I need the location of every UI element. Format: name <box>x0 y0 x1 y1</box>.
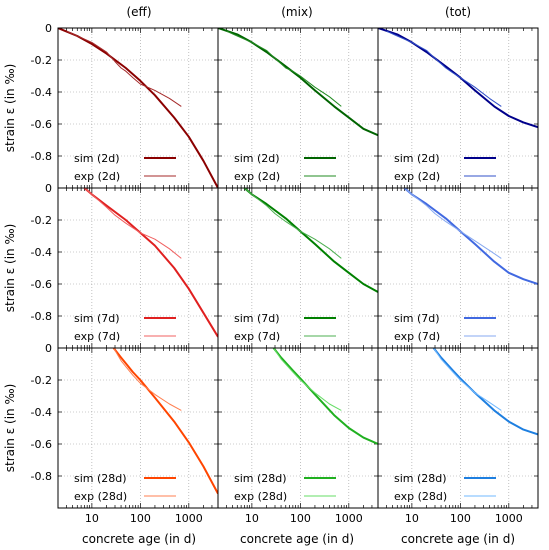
exp-series-line <box>386 30 502 107</box>
legend-label-exp: exp (2d) <box>74 170 120 183</box>
legend-label-exp: exp (28d) <box>74 490 127 503</box>
y-tick-label: -0.2 <box>31 214 52 227</box>
legend-label-exp: exp (28d) <box>234 490 287 503</box>
exp-series-line <box>244 188 342 259</box>
sim-series-line <box>83 188 218 338</box>
panel-frame <box>377 347 539 509</box>
exp-series-line <box>404 188 502 259</box>
panel-r2-c2: sim (7d) exp (7d) <box>217 187 379 349</box>
sim-series-line <box>243 188 378 293</box>
y-tick-label: 0 <box>45 182 52 195</box>
legend-label-exp: exp (7d) <box>234 330 280 343</box>
panel-r3-c1: 0 -0.2 -0.4 -0.6 -0.8 10 100 1000 sim (28d) exp (… <box>31 342 219 525</box>
column-title-tot: (tot) <box>445 5 471 19</box>
y-tick-label: -0.6 <box>31 438 52 451</box>
exp-series-line <box>226 30 342 107</box>
panel-r2-c1: 0 -0.2 -0.4 -0.6 -0.8 sim (7d) exp (7d) <box>31 182 219 349</box>
legend-label-sim: sim (2d) <box>394 152 440 165</box>
y-tick-label: -0.6 <box>31 118 52 131</box>
legend-label-exp: exp (2d) <box>394 170 440 183</box>
column-title-eff: (eff) <box>126 5 151 19</box>
legend-label-sim: sim (28d) <box>394 472 447 485</box>
sim-series-line <box>272 348 378 445</box>
legend-label-sim: sim (2d) <box>234 152 280 165</box>
y-tick-label: -0.4 <box>31 246 52 259</box>
x-tick-label: 10 <box>405 512 419 525</box>
y-tick-label: -0.6 <box>31 278 52 291</box>
x-tick-label: 1000 <box>335 512 363 525</box>
y-tick-label: 0 <box>45 342 52 355</box>
x-axis-label-col-3: concrete age (in d) <box>401 532 515 546</box>
y-tick-label: -0.4 <box>31 86 52 99</box>
legend-label-sim: sim (7d) <box>394 312 440 325</box>
x-tick-label: 100 <box>130 512 151 525</box>
y-tick-label: -0.8 <box>31 150 52 163</box>
legend-label-exp: exp (2d) <box>234 170 280 183</box>
exp-series-line <box>273 348 342 411</box>
y-tick-label: -0.4 <box>31 406 52 419</box>
x-tick-label: 10 <box>85 512 99 525</box>
x-axis-label-col-2: concrete age (in d) <box>240 532 354 546</box>
sim-series-line <box>58 28 218 188</box>
legend-label-sim: sim (7d) <box>234 312 280 325</box>
y-axis-label-row-1: strain ε (in ‰) <box>3 64 17 153</box>
panel-r1-c3: sim (2d) exp (2d) <box>377 27 539 189</box>
y-tick-label: -0.8 <box>31 310 52 323</box>
sim-series-line <box>112 348 218 495</box>
legend-label-exp: exp (7d) <box>394 330 440 343</box>
column-title-mix: (mix) <box>281 5 313 19</box>
sim-series-line <box>432 348 538 436</box>
legend-label-sim: sim (28d) <box>74 472 127 485</box>
panel-r1-c1: 0 -0.2 -0.4 -0.6 -0.8 sim (2d) exp (2d) <box>31 22 219 189</box>
sim-series-line <box>403 188 538 285</box>
panel-r3-c3: 10 100 1000 sim (28d) exp (28d) <box>377 347 539 525</box>
sim-series-line <box>378 28 538 129</box>
x-tick-label: 10 <box>245 512 259 525</box>
exp-series-line <box>433 348 502 411</box>
legend-label-sim: sim (28d) <box>234 472 287 485</box>
panel-r3-c2: 10 100 1000 sim (28d) exp (28d) <box>217 347 379 525</box>
legend-label-exp: exp (7d) <box>74 330 120 343</box>
y-axis-label-row-3: strain ε (in ‰) <box>3 384 17 473</box>
exp-series-line <box>84 188 182 259</box>
panel-r1-c2: sim (2d) exp (2d) <box>217 27 379 189</box>
x-tick-label: 1000 <box>495 512 523 525</box>
x-tick-label: 100 <box>290 512 311 525</box>
legend-label-exp: exp (28d) <box>394 490 447 503</box>
panel-r2-c3: sim (7d) exp (7d) <box>377 187 539 349</box>
y-tick-label: -0.2 <box>31 54 52 67</box>
exp-series-line <box>66 30 182 107</box>
y-axis-label-row-2: strain ε (in ‰) <box>3 224 17 313</box>
x-tick-label: 1000 <box>175 512 203 525</box>
panel-grid: 0-0.2-0.4-0.6-0.8 sim (2d)exp (2d)sim (2d… <box>31 22 539 525</box>
sim-series-line <box>218 28 378 137</box>
legend-label-sim: sim (7d) <box>74 312 120 325</box>
y-tick-label: -0.8 <box>31 470 52 483</box>
x-axis-label-col-1: concrete age (in d) <box>82 532 196 546</box>
y-tick-label: 0 <box>45 22 52 35</box>
y-tick-label: -0.2 <box>31 374 52 387</box>
legend-label-sim: sim (2d) <box>74 152 120 165</box>
exp-series-line <box>113 348 182 411</box>
x-tick-label: 100 <box>450 512 471 525</box>
